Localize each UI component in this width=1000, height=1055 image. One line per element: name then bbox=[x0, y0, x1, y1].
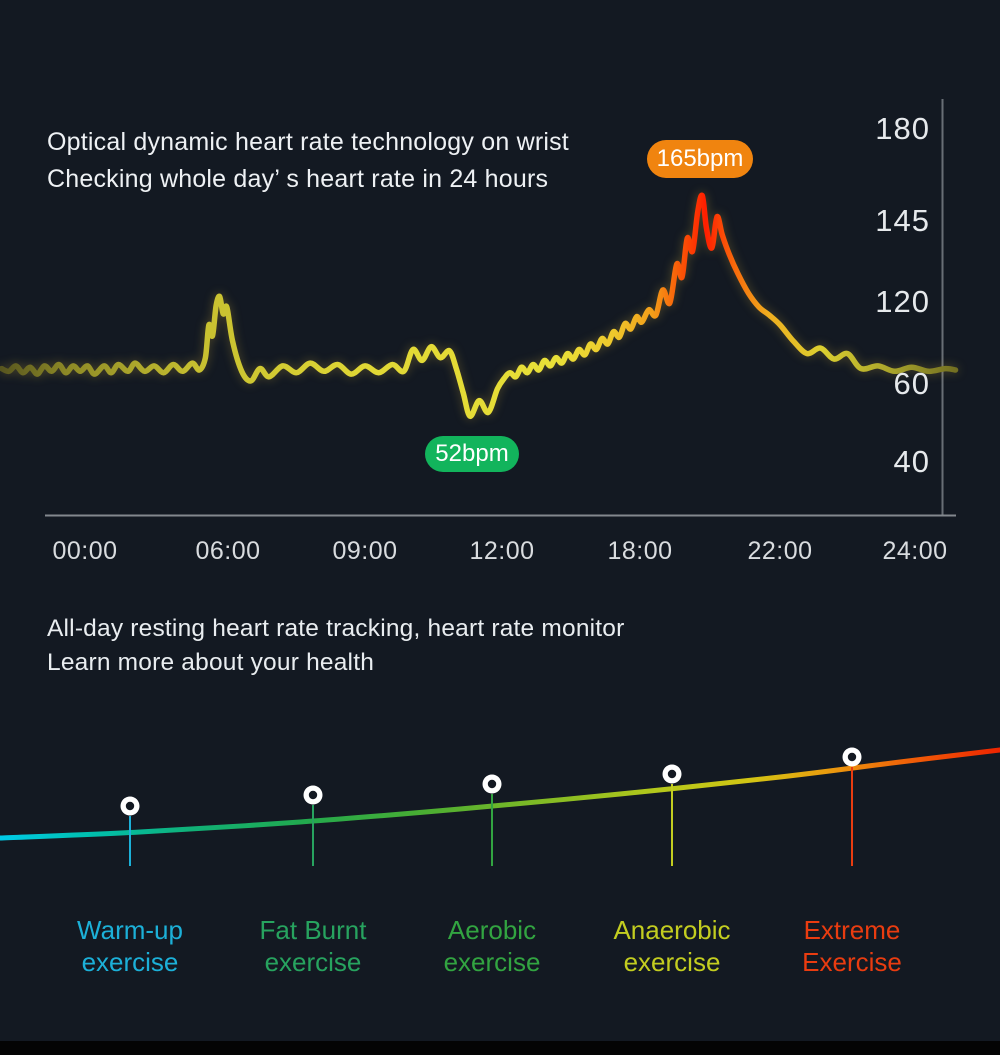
zone-label-warm-up: Warm-up exercise bbox=[77, 914, 183, 978]
zone-label-line: Exercise bbox=[802, 947, 902, 977]
zone-label-aerobic: Aerobic exercise bbox=[444, 914, 541, 978]
y-tick-label: 60 bbox=[893, 366, 930, 401]
zone-marker-hole bbox=[847, 752, 857, 762]
header-line-1: Optical dynamic heart rate technology on… bbox=[47, 128, 569, 156]
heart-rate-line bbox=[0, 192, 959, 419]
zone-markers bbox=[120, 747, 862, 866]
zone-label-line: exercise bbox=[81, 947, 179, 977]
midtext-line-2: Learn more about your health bbox=[47, 649, 375, 676]
zone-marker-hole bbox=[487, 779, 497, 789]
midsection-copy: All-day resting heart rate tracking, hea… bbox=[47, 612, 624, 680]
zone-label-anaerobic: Anaerobic exercise bbox=[613, 914, 730, 978]
zones-gradient-line bbox=[0, 747, 1000, 841]
zone-label-line: exercise bbox=[443, 947, 541, 977]
header-copy: Optical dynamic heart rate technology on… bbox=[47, 124, 569, 198]
x-tick-label: 06:00 bbox=[195, 537, 261, 565]
zone-label-line: Warm-up bbox=[77, 915, 183, 945]
x-tick-label: 12:00 bbox=[469, 537, 535, 565]
zone-marker-hole bbox=[308, 790, 318, 800]
x-tick-label: 18:00 bbox=[607, 537, 673, 565]
zone-label-extreme: Extreme Exercise bbox=[802, 914, 902, 978]
zone-label-fat-burnt: Fat Burnt exercise bbox=[260, 914, 367, 978]
x-tick-label: 00:00 bbox=[52, 537, 118, 565]
x-tick-label: 22:00 bbox=[747, 537, 813, 565]
y-tick-label: 180 bbox=[875, 111, 930, 146]
x-tick-label: 24:00 bbox=[882, 537, 948, 565]
peak-bpm-badge: 165bpm bbox=[647, 140, 753, 178]
midtext-line-1: All-day resting heart rate tracking, hea… bbox=[47, 615, 625, 642]
header-line-2: Checking whole day’ s heart rate in 24 h… bbox=[47, 165, 549, 193]
zone-label-line: Fat Burnt bbox=[259, 915, 367, 945]
zone-label-line: Aerobic bbox=[447, 915, 537, 945]
y-tick-label: 40 bbox=[893, 444, 930, 479]
x-tick-label: 09:00 bbox=[332, 537, 398, 565]
zone-marker-hole bbox=[125, 801, 135, 811]
zone-label-line: Extreme bbox=[803, 915, 901, 945]
low-bpm-badge: 52bpm bbox=[425, 436, 519, 472]
bottom-black-strip bbox=[0, 1041, 1000, 1055]
zone-label-line: exercise bbox=[264, 947, 362, 977]
y-tick-label: 120 bbox=[875, 284, 930, 319]
zone-marker-hole bbox=[667, 769, 677, 779]
y-tick-label: 145 bbox=[875, 203, 930, 238]
zone-label-line: exercise bbox=[623, 947, 721, 977]
zone-label-line: Anaerobic bbox=[613, 915, 731, 945]
